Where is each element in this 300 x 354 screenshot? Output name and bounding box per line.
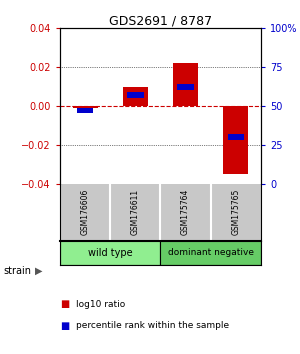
Text: GSM176606: GSM176606	[81, 189, 90, 235]
Title: GDS2691 / 8787: GDS2691 / 8787	[109, 14, 212, 27]
Bar	[127, 92, 143, 98]
Bar	[178, 84, 194, 90]
Bar	[160, 241, 261, 265]
Bar	[223, 106, 248, 174]
Text: GSM175765: GSM175765	[231, 189, 240, 235]
Bar	[73, 106, 98, 108]
Text: percentile rank within the sample: percentile rank within the sample	[76, 321, 230, 330]
Text: dominant negative: dominant negative	[168, 249, 254, 257]
Text: wild type: wild type	[88, 248, 133, 258]
Text: GSM175764: GSM175764	[181, 189, 190, 235]
Bar	[228, 134, 244, 140]
Text: GSM176611: GSM176611	[131, 189, 140, 235]
Text: ■: ■	[60, 321, 69, 331]
Text: log10 ratio: log10 ratio	[76, 300, 126, 309]
Bar	[173, 63, 198, 106]
Text: strain: strain	[3, 266, 31, 276]
Bar	[77, 108, 93, 114]
Text: ▶: ▶	[34, 266, 42, 276]
Text: ■: ■	[60, 299, 69, 309]
Bar	[123, 86, 148, 106]
Bar	[60, 241, 160, 265]
